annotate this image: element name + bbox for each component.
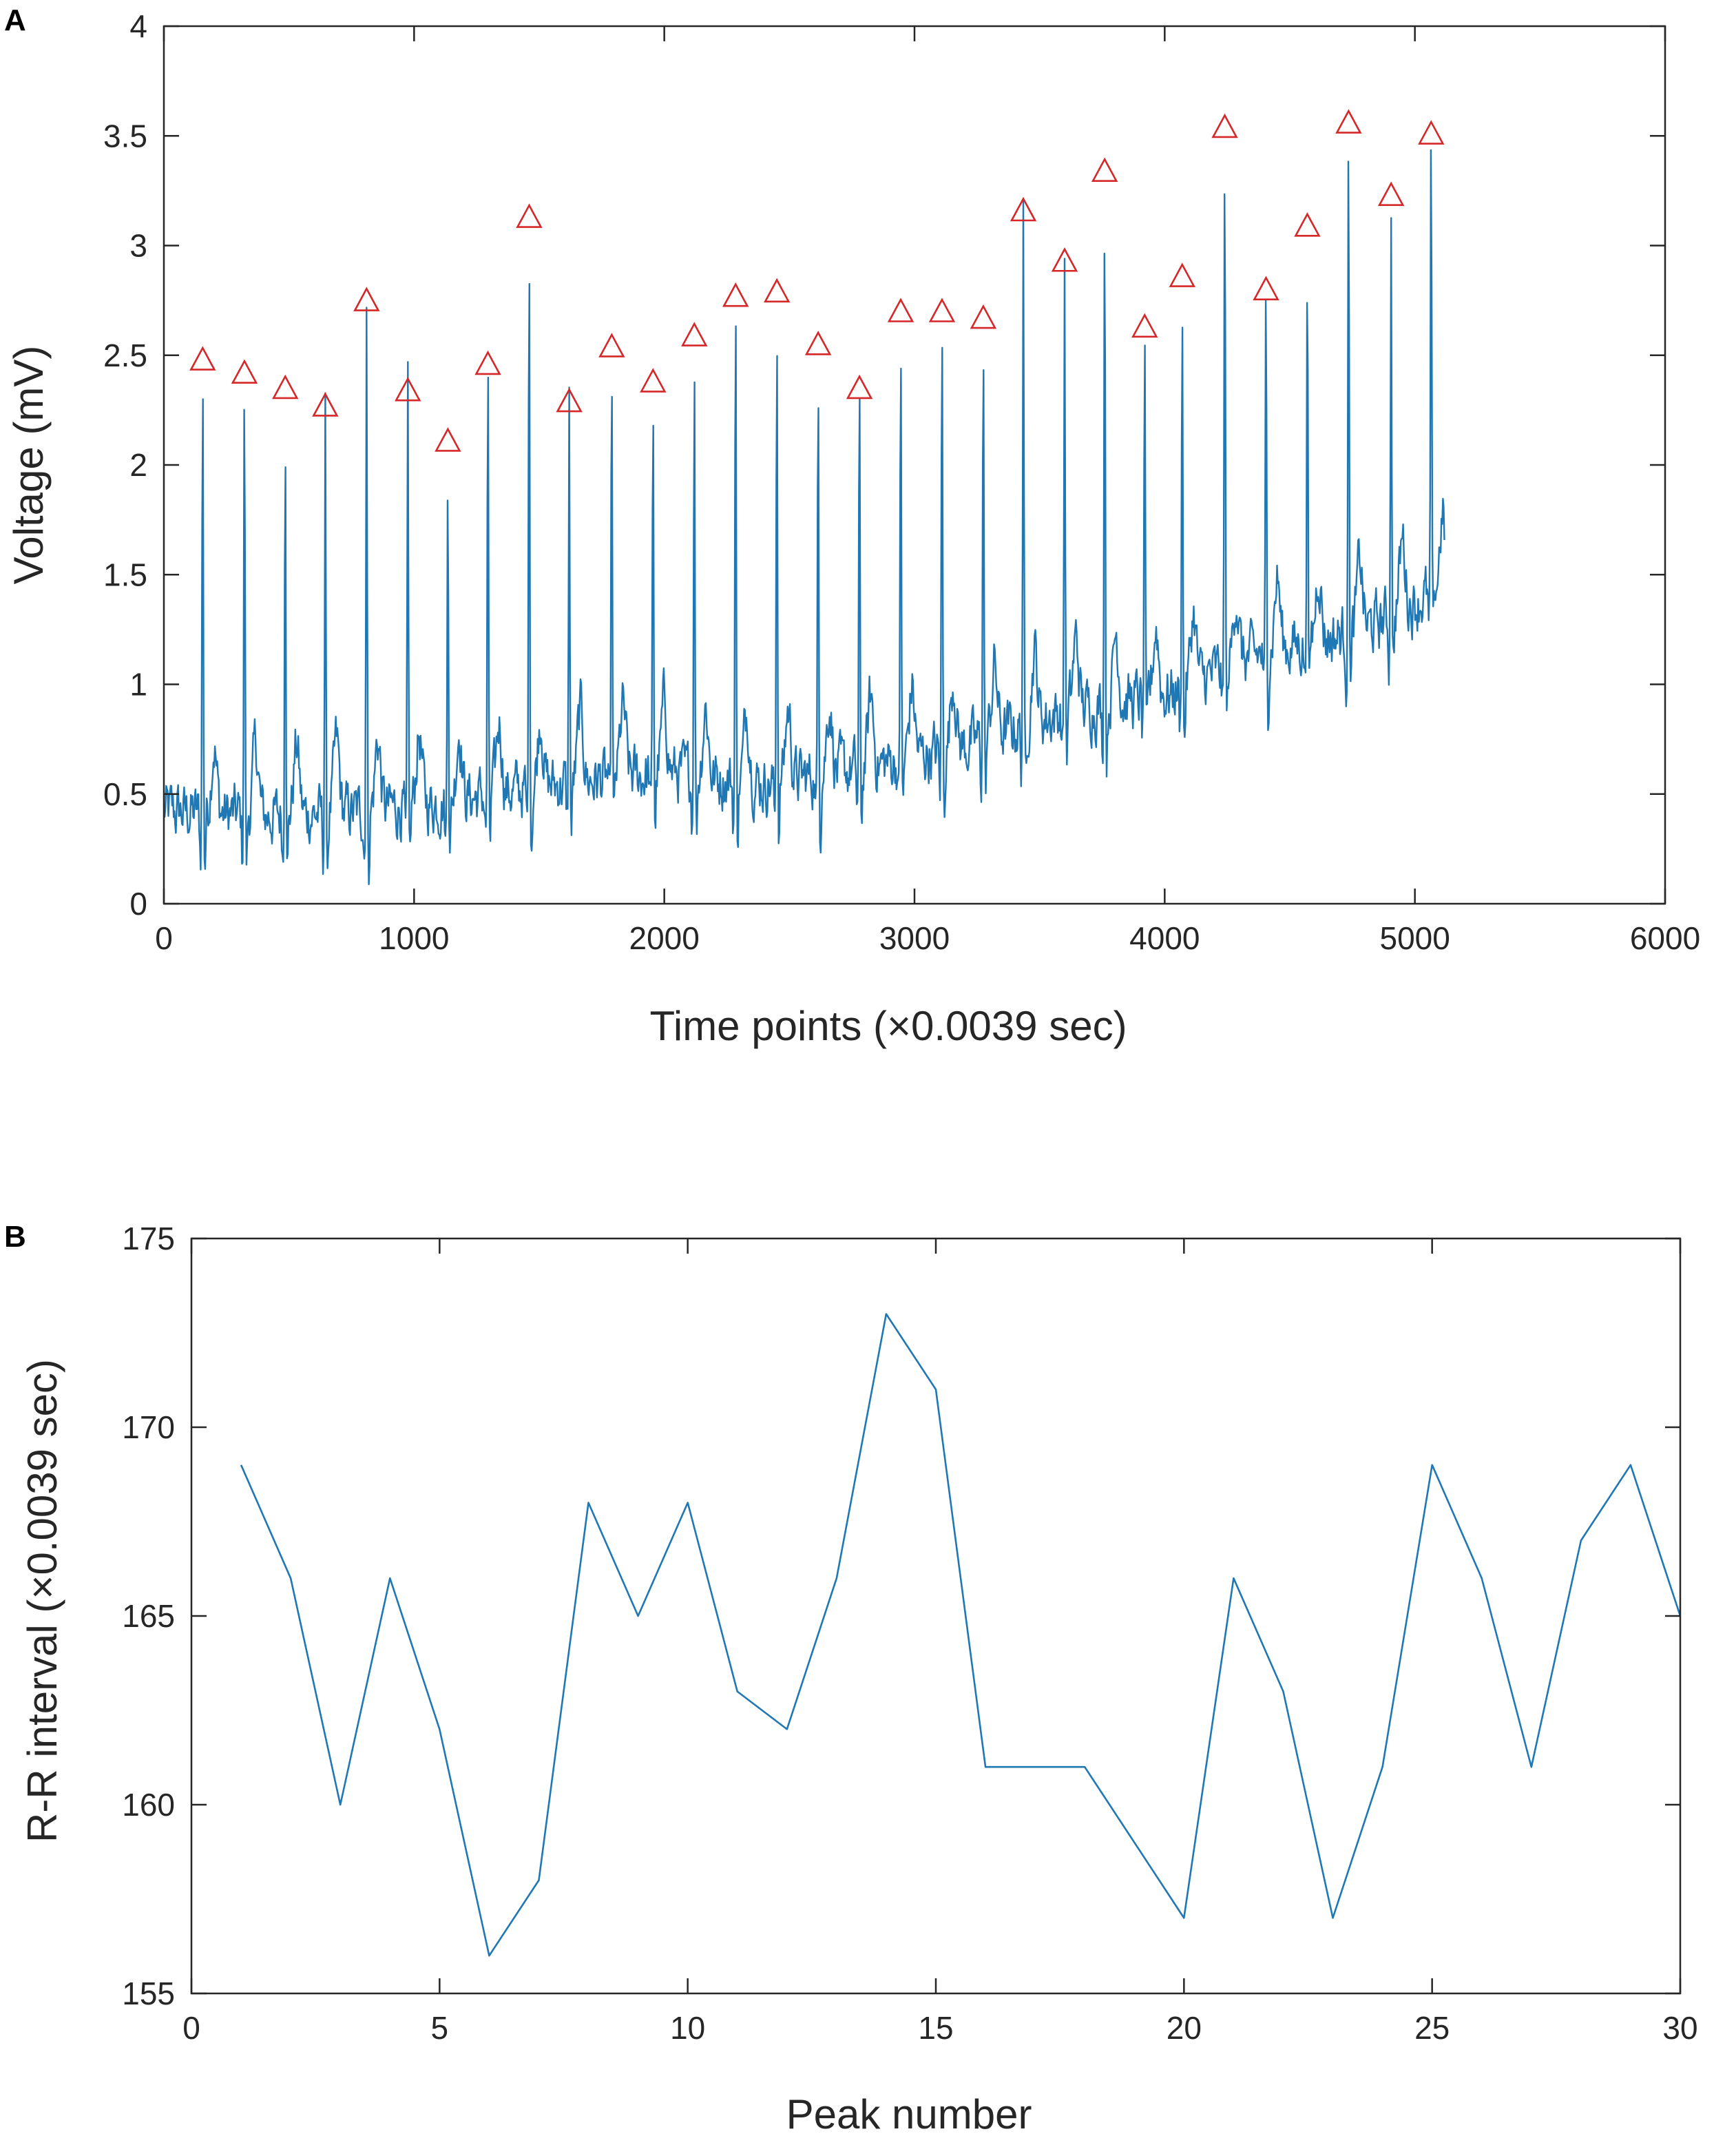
r-peak-marker	[887, 298, 914, 322]
y-tick-label: 165	[122, 1598, 175, 1634]
x-tick-label: 5000	[1379, 920, 1450, 956]
panel-a-y-axis-title: Voltage (mV)	[6, 346, 52, 585]
panel-a-x-ticks: 0 1000 2000 3000 4000 5000 6000	[155, 26, 1700, 956]
y-tick-label: 2	[129, 447, 147, 483]
r-peak-marker	[1131, 313, 1158, 338]
y-tick-label: 155	[122, 1976, 175, 2011]
r-peak-marker	[516, 203, 543, 228]
rr-interval-line	[240, 1313, 1682, 1957]
r-peak-marker	[312, 392, 339, 417]
y-tick-label: 1.5	[103, 557, 147, 592]
r-peak-marker	[640, 368, 667, 393]
ecg-signal-line	[163, 149, 1445, 886]
y-tick-label: 170	[122, 1409, 175, 1445]
r-peak-marker	[1418, 120, 1445, 145]
r-peak-marker	[435, 427, 461, 452]
x-tick-label: 0	[155, 920, 173, 956]
y-tick-label: 0	[129, 886, 147, 922]
r-peak-marker	[1010, 196, 1037, 222]
panel-b-x-ticks: 0 5 10 15 20 25 30	[182, 1238, 1698, 2046]
y-tick-label: 175	[122, 1221, 175, 1256]
ecg-signal-series	[163, 149, 1445, 886]
r-peak-marker	[1051, 247, 1078, 272]
panel-a-letter: A	[4, 3, 26, 37]
r-peak-marker	[189, 346, 216, 371]
x-tick-label: 30	[1662, 2010, 1697, 2046]
r-peak-marker	[1169, 262, 1195, 287]
y-tick-label: 3	[129, 228, 147, 264]
r-peak-marker	[928, 298, 956, 322]
rr-interval-series	[240, 1313, 1682, 1957]
x-tick-label: 6000	[1630, 920, 1700, 956]
r-peak-marker	[970, 304, 997, 329]
x-tick-label: 3000	[879, 920, 950, 956]
y-tick-label: 160	[122, 1787, 175, 1823]
r-peak-marker	[1294, 212, 1321, 237]
r-peak-marker	[722, 282, 749, 307]
x-tick-label: 25	[1414, 2010, 1450, 2046]
r-peak-marker	[598, 333, 625, 357]
r-peak-markers	[189, 109, 1445, 452]
x-tick-label: 2000	[629, 920, 699, 956]
panel-b-x-axis-title: Peak number	[786, 2091, 1032, 2137]
panel-a-ecg-chart: A 0 1000 2000 3000 4000 5000 6000 0 0.5 1 1.5 2 2.5…	[4, 3, 1700, 1049]
x-tick-label: 1000	[379, 920, 449, 956]
r-peak-marker	[846, 374, 873, 400]
x-tick-label: 10	[670, 2010, 705, 2046]
r-peak-marker	[1211, 113, 1238, 138]
r-peak-marker	[1253, 276, 1279, 300]
r-peak-marker	[272, 374, 299, 400]
panel-b-letter: B	[4, 1220, 26, 1254]
r-peak-marker	[763, 278, 791, 303]
r-peak-marker	[395, 376, 421, 402]
panel-b-y-axis-title: R-R interval (×0.0039 sec)	[19, 1359, 65, 1843]
x-tick-label: 4000	[1129, 920, 1200, 956]
r-peak-marker	[231, 359, 258, 384]
panel-b-rr-chart: B 0 5 10 15 20 25 30 155 160 165 170 175 Peak numb…	[4, 1220, 1698, 2137]
r-peak-marker	[1335, 109, 1362, 134]
x-tick-label: 5	[431, 2010, 449, 2046]
y-tick-label: 0.5	[103, 776, 147, 812]
r-peak-marker	[804, 331, 832, 355]
panel-a-y-ticks: 0 0.5 1 1.5 2 2.5 3 3.5 4	[103, 8, 1665, 922]
x-tick-label: 20	[1167, 2010, 1202, 2046]
panel-a-x-axis-title: Time points (×0.0039 sec)	[649, 1003, 1127, 1049]
y-tick-label: 3.5	[103, 118, 147, 154]
r-peak-marker	[1091, 157, 1118, 182]
r-peak-marker	[1377, 181, 1405, 206]
r-peak-marker	[681, 322, 708, 346]
y-tick-label: 1	[129, 667, 147, 703]
y-tick-label: 4	[129, 8, 147, 44]
r-peak-marker	[353, 287, 380, 311]
x-tick-label: 0	[182, 2010, 200, 2046]
x-tick-label: 15	[918, 2010, 953, 2046]
r-peak-marker	[556, 387, 583, 413]
y-tick-label: 2.5	[103, 338, 147, 373]
r-peak-marker	[474, 350, 501, 375]
panel-b-y-ticks: 155 160 165 170 175	[122, 1221, 1680, 2011]
